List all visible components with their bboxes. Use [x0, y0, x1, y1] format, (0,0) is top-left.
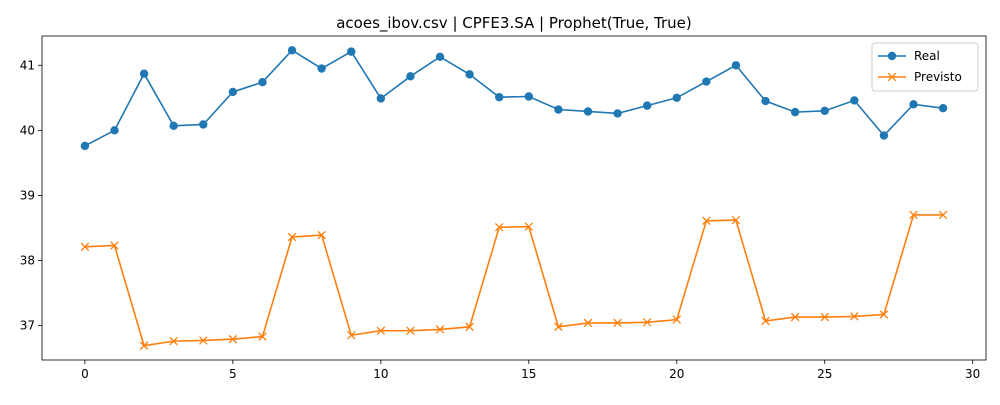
data-point-previsto [346, 331, 356, 340]
data-point-previsto [376, 326, 386, 335]
data-point-real [139, 69, 149, 78]
data-point-previsto [228, 334, 238, 344]
data-point-previsto [731, 215, 741, 225]
x-tick-label: 10 [373, 367, 388, 381]
legend-marker-real [887, 51, 897, 61]
data-point-real [258, 77, 267, 87]
y-tick-label: 38 [20, 253, 35, 267]
y-tick-label: 37 [20, 319, 35, 333]
x-tick-label: 20 [669, 367, 684, 381]
data-point-previsto [850, 312, 859, 321]
data-point-real [731, 61, 741, 70]
x-axis: 0 5 10 15 20 25 30 [81, 360, 980, 381]
series-line-previsto [84, 214, 944, 347]
y-tick-label: 40 [20, 123, 35, 137]
data-point-real [347, 47, 356, 56]
data-point-real [938, 104, 948, 113]
data-point-previsto [583, 318, 593, 328]
data-point-real [524, 92, 533, 101]
plot-area [42, 36, 986, 360]
chart-title: acoes_ibov.csv | CPFE3.SA | Prophet(True… [336, 14, 692, 33]
data-point-previsto [435, 325, 445, 334]
data-point-real [465, 70, 474, 79]
data-point-previsto [702, 216, 711, 226]
data-point-previsto [613, 318, 622, 328]
data-point-real [820, 106, 829, 116]
data-point-previsto [790, 312, 800, 322]
data-point-real [909, 100, 918, 109]
data-point-real [642, 101, 652, 110]
data-point-real [376, 94, 386, 103]
series-layer [80, 46, 948, 350]
data-point-previsto [554, 322, 563, 332]
data-point-previsto [169, 336, 178, 346]
data-point-previsto [110, 241, 119, 250]
data-point-previsto [317, 230, 326, 240]
data-point-real [850, 96, 859, 105]
series-line-real [84, 49, 944, 147]
data-point-real [406, 72, 415, 81]
data-point-previsto [879, 310, 889, 319]
data-point-real [790, 107, 800, 117]
data-point-real [495, 92, 504, 102]
data-point-real [110, 126, 119, 135]
data-point-previsto [938, 210, 948, 220]
data-point-previsto [287, 232, 297, 242]
data-point-previsto [465, 322, 474, 332]
data-point-real [317, 64, 326, 73]
data-point-real [613, 109, 622, 118]
data-point-previsto [642, 318, 652, 327]
y-tick-label: 39 [20, 188, 35, 202]
x-tick-label: 30 [965, 367, 980, 381]
data-point-previsto [139, 341, 149, 350]
data-point-previsto [494, 223, 504, 232]
data-point-real [435, 52, 445, 62]
x-tick-label: 0 [81, 367, 89, 381]
legend-label-previsto: Previsto [914, 70, 962, 84]
data-point-real [80, 141, 90, 151]
data-point-previsto [406, 326, 415, 335]
legend-marker-previsto [887, 72, 897, 82]
data-point-real [672, 93, 681, 103]
data-point-real [583, 107, 593, 116]
data-point-real [199, 120, 208, 129]
legend-label-real: Real [914, 49, 940, 63]
data-point-real [554, 105, 563, 114]
data-point-previsto [909, 210, 918, 220]
data-point-previsto [199, 336, 208, 345]
plot-frame [41, 35, 987, 361]
x-tick-label: 5 [229, 367, 237, 381]
data-point-previsto [258, 332, 267, 341]
data-point-real [228, 87, 238, 97]
data-point-previsto [672, 315, 682, 324]
legend: Real Previsto [871, 42, 979, 92]
x-tick-label: 15 [521, 367, 536, 381]
data-point-real [879, 131, 889, 140]
legend-box [871, 42, 979, 92]
data-point-real [287, 46, 297, 55]
data-point-real [169, 121, 178, 130]
data-point-previsto [761, 316, 770, 326]
y-tick-label: 41 [20, 58, 35, 72]
data-point-real [702, 77, 711, 86]
x-tick-label: 25 [817, 367, 832, 381]
data-point-real [761, 96, 770, 106]
data-point-previsto [80, 242, 90, 252]
data-point-previsto [820, 312, 829, 322]
y-axis: 37 38 39 40 41 [20, 58, 42, 333]
data-point-previsto [524, 222, 534, 231]
